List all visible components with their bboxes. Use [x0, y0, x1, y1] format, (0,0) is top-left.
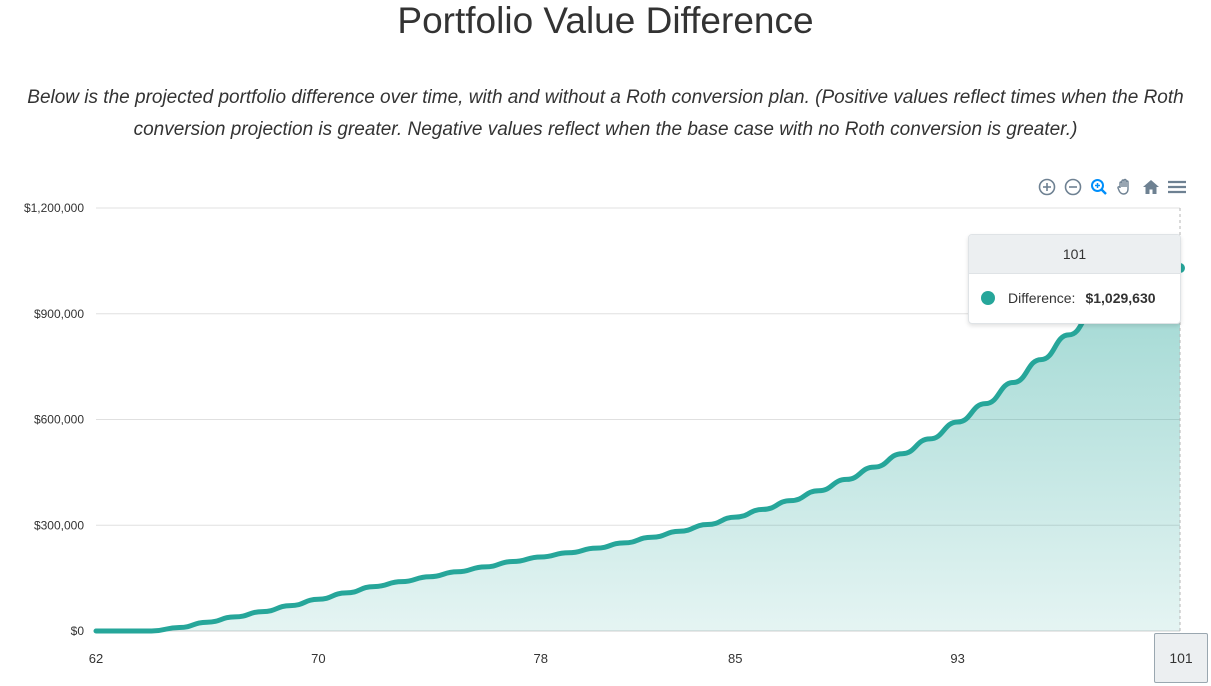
series-line-difference: [93, 265, 1183, 634]
series-area-fill: [96, 268, 1180, 631]
y-tick-label: $0: [71, 624, 85, 638]
pan-icon[interactable]: [1114, 176, 1136, 198]
chart-subtitle: Below is the projected portfolio differe…: [27, 87, 1184, 140]
zoom-out-icon[interactable]: [1062, 176, 1084, 198]
x-tick-label: 70: [311, 651, 325, 666]
chart-tooltip: 101 Difference: $1,029,630: [968, 234, 1181, 324]
menu-icon[interactable]: [1166, 176, 1188, 198]
y-tick-label: $300,000: [34, 518, 84, 532]
reset-zoom-icon[interactable]: [1140, 176, 1162, 198]
tooltip-value: $1,029,630: [1085, 290, 1156, 306]
chart-toolbar: [1036, 176, 1188, 198]
tooltip-header: 101: [969, 235, 1180, 274]
y-tick-label: $1,200,000: [24, 201, 84, 215]
y-tick-label: $900,000: [34, 307, 84, 321]
selection-zoom-icon[interactable]: [1088, 176, 1110, 198]
tooltip-label: Difference:: [1008, 290, 1076, 306]
crosshair-x-label: 101: [1154, 633, 1208, 683]
tooltip-row: Difference: $1,029,630: [969, 274, 1180, 322]
x-axis: 62 70 78 85 93: [89, 651, 965, 666]
x-tick-label: 93: [950, 651, 964, 666]
y-axis: $0 $300,000 $600,000 $900,000 $1,200,000: [24, 201, 84, 638]
zoom-in-icon[interactable]: [1036, 176, 1058, 198]
x-tick-label: 62: [89, 651, 103, 666]
chart-title: Portfolio Value Difference: [397, 0, 814, 41]
series-marker-icon: [981, 291, 995, 305]
x-tick-label: 78: [533, 651, 547, 666]
y-tick-label: $600,000: [34, 413, 84, 427]
x-tick-label: 85: [728, 651, 742, 666]
